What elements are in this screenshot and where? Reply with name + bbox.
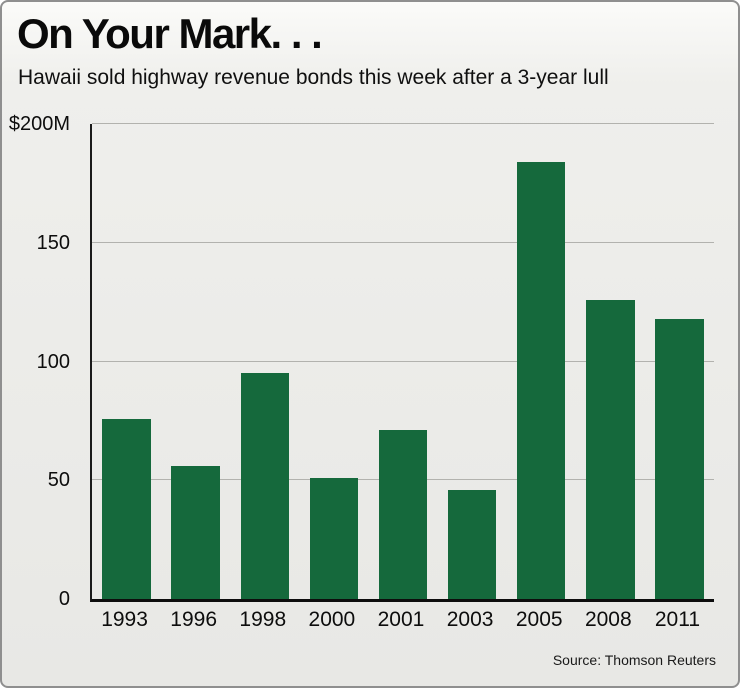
bar-column-1993 bbox=[92, 124, 161, 599]
bar-2008 bbox=[586, 299, 635, 599]
bar-column-2003 bbox=[438, 124, 507, 599]
bar-plot-area bbox=[90, 123, 714, 602]
bar-1996 bbox=[171, 466, 220, 599]
bar-column-2000 bbox=[299, 124, 368, 599]
bar-column-2008 bbox=[576, 124, 645, 599]
bar-2011 bbox=[655, 318, 704, 599]
source-credit: Source: Thomson Reuters bbox=[552, 652, 716, 668]
bar-2000 bbox=[309, 477, 359, 599]
y-tick-label-150: 150 bbox=[36, 231, 70, 254]
x-tick-label-2000: 2000 bbox=[308, 608, 356, 631]
x-tick-label-1993: 1993 bbox=[101, 608, 148, 631]
bar-column-2011 bbox=[645, 124, 714, 599]
y-tick-label-50: 50 bbox=[47, 469, 70, 492]
y-tick-label-0: 0 bbox=[58, 588, 70, 610]
bar-column-2001 bbox=[368, 124, 437, 599]
chart-title: On Your Mark. . . bbox=[17, 10, 323, 57]
chart-subtitle: Hawaii sold highway revenue bonds this w… bbox=[18, 66, 609, 89]
gridline-200 bbox=[92, 123, 714, 124]
bars-container bbox=[92, 124, 714, 599]
bar-2005 bbox=[517, 162, 566, 599]
bar-1993 bbox=[102, 418, 151, 599]
gridline-150 bbox=[92, 241, 714, 243]
bar-2003 bbox=[447, 489, 497, 599]
gridline-100 bbox=[92, 360, 714, 362]
y-tick-label-200: $200M bbox=[8, 113, 70, 135]
x-tick-label-2003: 2003 bbox=[446, 608, 494, 631]
x-tick-label-2005: 2005 bbox=[515, 608, 563, 631]
y-tick-label-100: 100 bbox=[36, 350, 70, 373]
bar-column-2005 bbox=[507, 124, 576, 599]
x-axis-labels: 1993 1996 1998 2000 2001 2003 2005 2008 2011 bbox=[90, 608, 712, 632]
bar-1998 bbox=[240, 373, 289, 599]
x-tick-label-1998: 1998 bbox=[239, 608, 287, 631]
bar-column-1998 bbox=[230, 124, 299, 599]
y-axis-labels: 0 50 100 150 $200M bbox=[2, 114, 82, 609]
x-tick-label-1996: 1996 bbox=[170, 608, 218, 631]
bar-column-1996 bbox=[161, 124, 230, 599]
bar-2001 bbox=[378, 430, 428, 599]
x-tick-label-2011: 2011 bbox=[654, 608, 701, 631]
x-tick-label-2008: 2008 bbox=[584, 608, 632, 631]
x-tick-label-2001: 2001 bbox=[377, 608, 425, 631]
